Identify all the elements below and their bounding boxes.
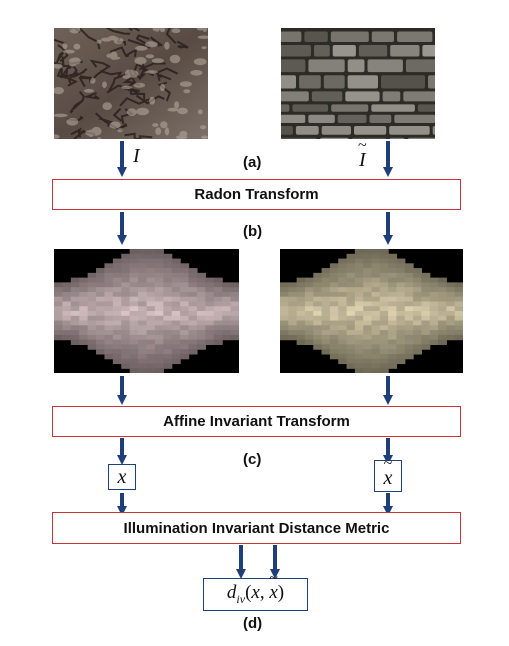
feature-vector-left: x <box>108 464 136 490</box>
feature-vector-right: ~ x <box>374 460 402 492</box>
tilde-mark: ~ <box>358 137 367 155</box>
distance-result-expression: div(x, ~ x) <box>227 582 284 607</box>
step-label-d: (d) <box>243 615 262 632</box>
step-label-b: (b) <box>243 223 262 240</box>
distance-metric-box: Illumination Invariant Distance Metric <box>52 512 461 544</box>
step-label-a: (a) <box>243 154 261 171</box>
input-symbol-left: I <box>133 145 140 168</box>
tilde-mark-result: ~ <box>269 570 278 588</box>
affine-invariant-transform-box: Affine Invariant Transform <box>52 406 461 437</box>
distance-result-box: div(x, ~ x) <box>203 578 308 611</box>
step-label-c: (c) <box>243 451 261 468</box>
tilde-mark-x: ~ <box>384 455 393 473</box>
input-symbol-right: ~ I <box>359 149 366 172</box>
radon-transform-label: Radon Transform <box>194 186 318 203</box>
distance-metric-label: Illumination Invariant Distance Metric <box>124 520 390 537</box>
radon-transform-box: Radon Transform <box>52 179 461 210</box>
affine-invariant-transform-label: Affine Invariant Transform <box>163 413 350 430</box>
